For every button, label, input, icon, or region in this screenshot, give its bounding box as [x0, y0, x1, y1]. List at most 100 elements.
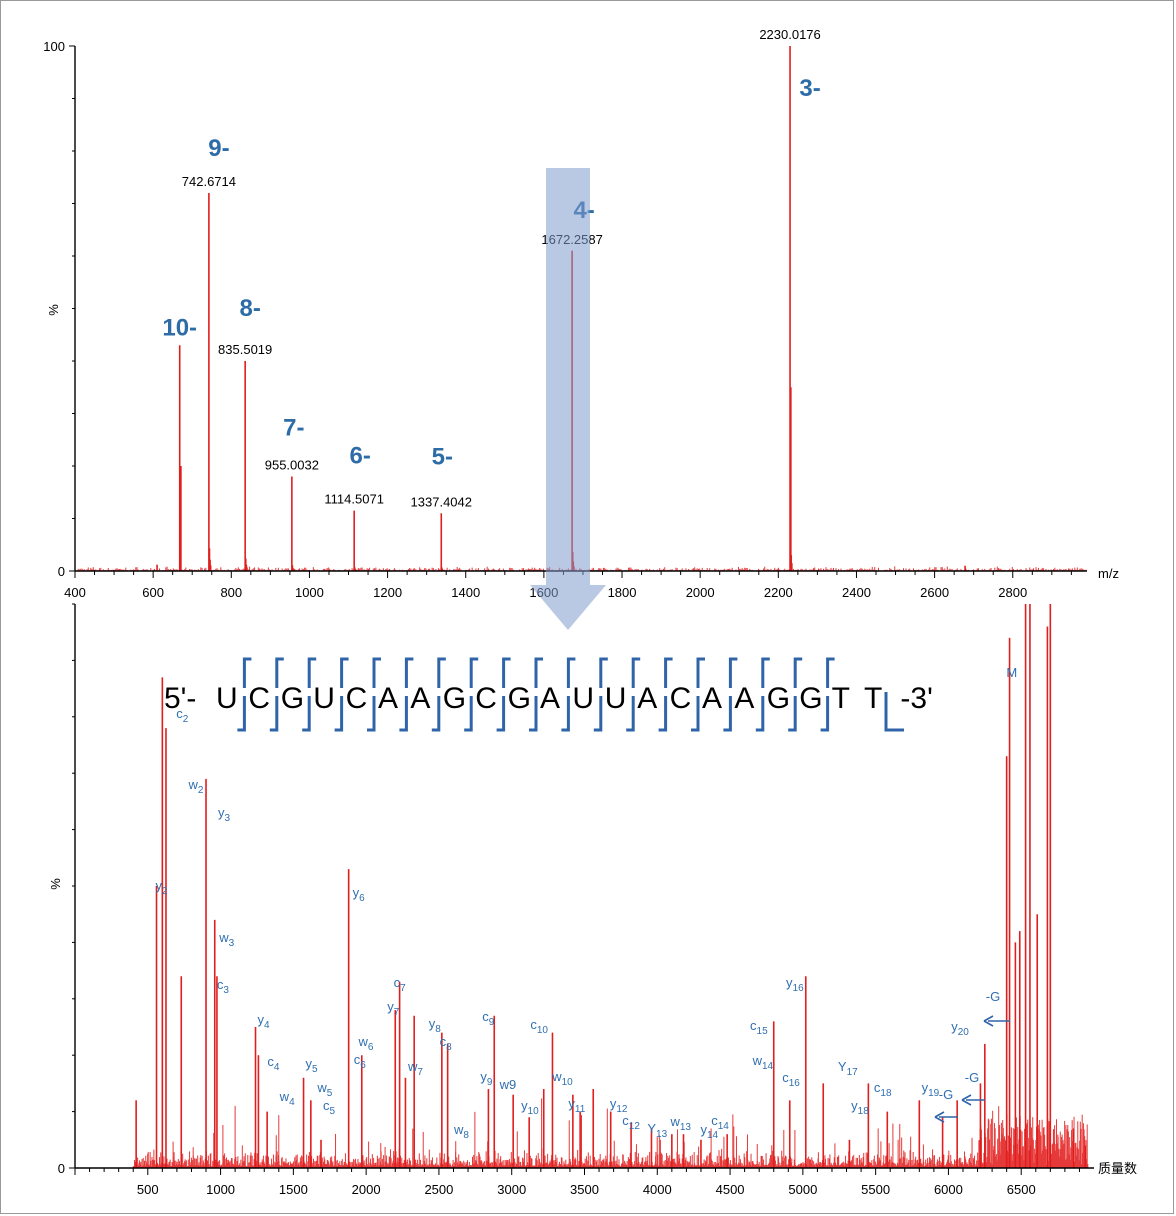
x-tick-label: 1000	[206, 1182, 235, 1197]
fragment-ion: y	[257, 1012, 264, 1027]
fragment-label: Y13	[647, 1121, 667, 1140]
x-tick-label: 1200	[373, 585, 402, 600]
fragment-index: 5	[329, 1106, 335, 1117]
x-tick-label: 2500	[424, 1182, 453, 1197]
fragment-index: 3	[229, 938, 235, 949]
fragment-index: 4	[264, 1020, 270, 1031]
fragment-label: y2	[155, 878, 168, 897]
fragment-label: c7	[394, 975, 407, 994]
fragment-label: c2	[176, 706, 189, 725]
x-tick-label: 1000	[295, 585, 324, 600]
fragment-ion: Y	[838, 1059, 847, 1074]
fragment-ion: y	[951, 1019, 958, 1034]
fragment-index: 18	[858, 1106, 870, 1117]
fragment-label: y14	[701, 1122, 719, 1141]
fragment-ion: w	[752, 1053, 763, 1068]
fragment-label: c8	[440, 1034, 453, 1053]
charge-state-label: 5-	[432, 443, 453, 470]
fragment-label: w14	[752, 1053, 774, 1072]
sequence-base: U	[313, 682, 335, 715]
x-tick-label: 5000	[788, 1182, 817, 1197]
sequence-base: A	[410, 682, 430, 715]
fragment-ion: y	[851, 1098, 858, 1113]
fragment-index: 10	[537, 1025, 549, 1036]
fragment-index: 19	[928, 1088, 940, 1099]
fragment-ion: c	[482, 1009, 489, 1024]
fragment-index: 2	[198, 785, 204, 796]
neutral-loss-label: -G	[986, 989, 1000, 1004]
fragment-label: c4	[267, 1054, 280, 1073]
fragment-index: 6	[359, 893, 365, 904]
fragment-ion: w	[279, 1089, 290, 1104]
fragment-ion: y	[218, 805, 225, 820]
fragment-index: 3	[224, 813, 230, 824]
fragment-ion: c	[176, 706, 183, 721]
cleavage-bracket-top	[696, 657, 705, 688]
fragment-label: y6	[353, 885, 366, 904]
x-tick-label: 5500	[861, 1182, 890, 1197]
sequence-base: A	[378, 682, 398, 715]
fragment-label: c10	[530, 1017, 548, 1036]
fragment-index: 2	[162, 886, 168, 897]
fragment-label: M	[1006, 665, 1017, 680]
x-tick-label: 500	[137, 1182, 159, 1197]
sequence-base: T	[864, 682, 882, 715]
sequence-base: C	[670, 682, 692, 715]
fragment-label: w13	[669, 1114, 691, 1133]
cleavage-bracket-top	[728, 657, 738, 688]
fragment-ion: c	[394, 975, 401, 990]
fragment-ion: y	[387, 999, 394, 1014]
cleavage-bracket-bottom	[237, 696, 246, 732]
cleavage-bracket-top	[372, 657, 381, 688]
cleavage-bracket-end	[884, 692, 904, 732]
cleavage-bracket-bottom	[464, 696, 473, 732]
fragment-label: y19	[922, 1080, 940, 1099]
fragment-index: 13	[656, 1129, 668, 1140]
fragment-label: y18	[851, 1098, 869, 1117]
fragment-ion: w	[407, 1059, 418, 1074]
cleavage-bracket-top	[566, 657, 576, 688]
fragment-label: Y17	[838, 1059, 858, 1078]
fragment-ion: y	[786, 975, 793, 990]
charge-state-label: 10-	[162, 314, 197, 341]
fragment-index: 14	[718, 1121, 730, 1132]
fragment-index: 4	[274, 1062, 280, 1073]
sequence-base: T	[832, 682, 850, 715]
neutral-loss-label: -G	[965, 1070, 979, 1085]
cleavage-bracket-top	[242, 657, 252, 688]
fragment-label: w6	[357, 1034, 373, 1053]
peak-label: 955.0032	[265, 458, 319, 473]
fragment-index: 8	[446, 1042, 452, 1053]
y-tick-label: 0	[58, 1161, 65, 1176]
cleavage-bracket-top	[761, 657, 770, 688]
x-tick-label: 4500	[716, 1182, 745, 1197]
fragment-label: c18	[874, 1080, 892, 1099]
fragment-label: y20	[951, 1019, 969, 1038]
fragment-ion: c	[874, 1080, 881, 1095]
x-axis-label: 质量数	[1098, 1161, 1137, 1176]
sequence-base: U	[605, 682, 627, 715]
cleavage-bracket-bottom	[529, 696, 538, 732]
fragment-index: 16	[789, 1078, 801, 1089]
peak-label: 835.5019	[218, 342, 272, 357]
fragment-label: y10	[521, 1098, 539, 1117]
fragment-ion: c	[440, 1034, 447, 1049]
fragment-index: 7	[417, 1067, 423, 1078]
zoom-arrow-overlay	[530, 168, 606, 630]
cleavage-bracket-bottom	[658, 696, 668, 732]
sequence-base: G	[799, 682, 822, 715]
y-tick-label: 0	[58, 564, 65, 579]
fragment-ion: y	[353, 885, 360, 900]
sequence-3prime: -3'	[900, 682, 932, 715]
charge-state-label: 7-	[283, 415, 304, 442]
x-tick-label: 400	[64, 585, 86, 600]
sequence-base: A	[540, 682, 560, 715]
fragment-index: 9	[489, 1017, 495, 1028]
sequence-base: A	[637, 682, 657, 715]
fragment-ion: y	[521, 1098, 528, 1113]
cleavage-bracket-top	[437, 657, 446, 688]
fragment-ion: y	[429, 1016, 436, 1031]
fragment-label: w5	[316, 1080, 332, 1099]
fragment-label: c9	[482, 1009, 495, 1028]
fragment-label: w10	[551, 1069, 573, 1088]
